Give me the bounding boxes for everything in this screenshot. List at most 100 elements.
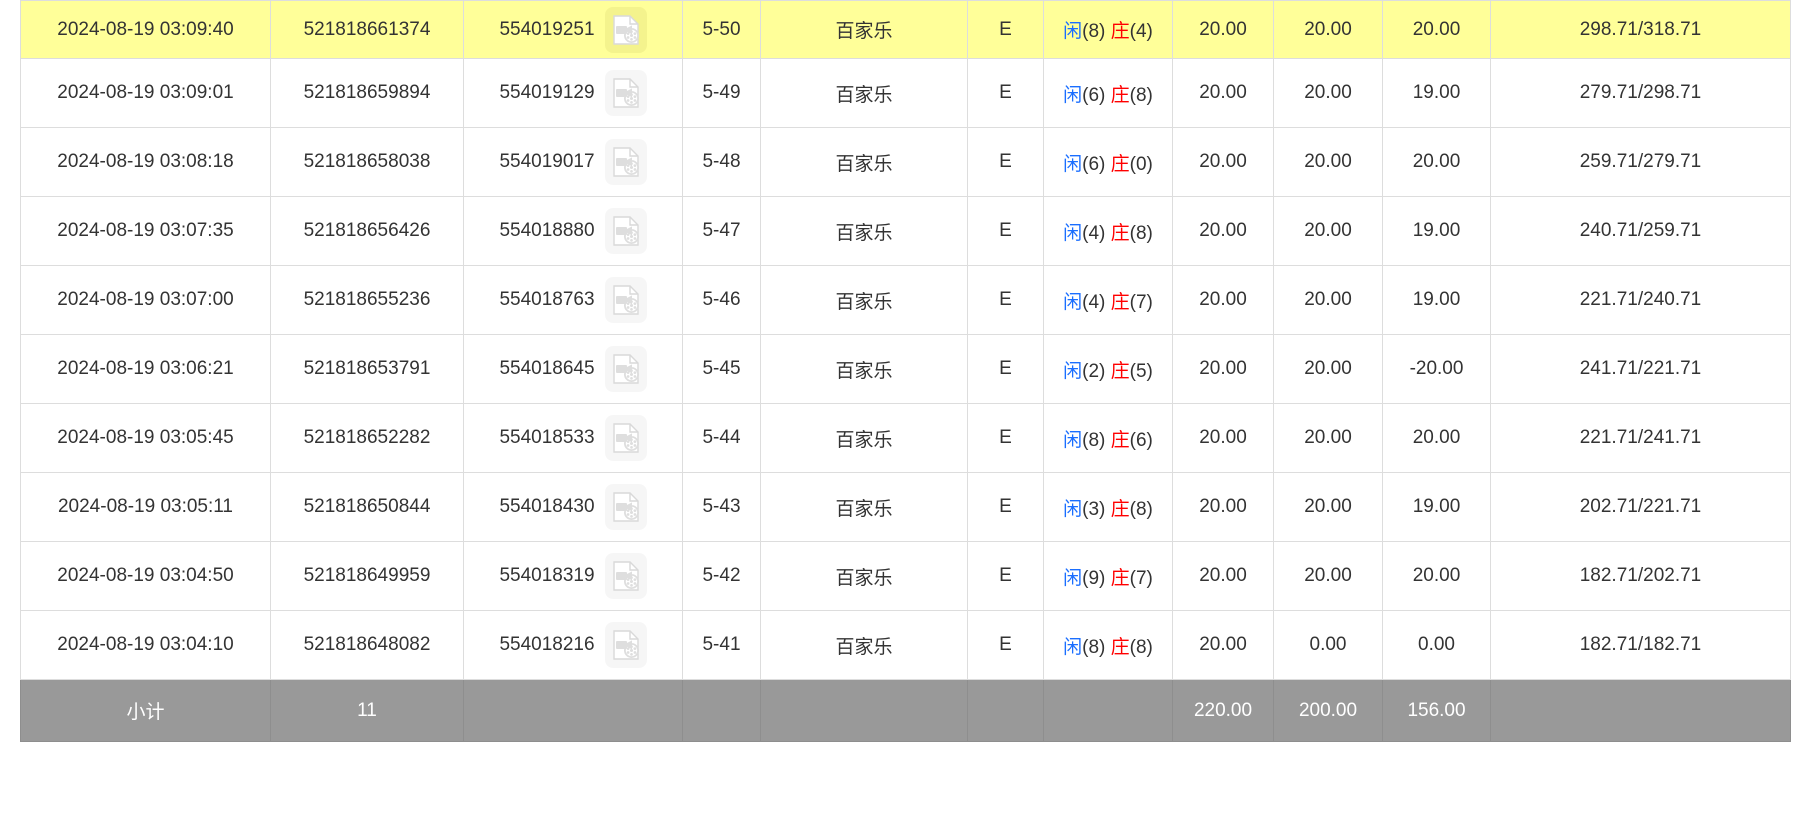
cell-bet-time: 2024-08-19 03:08:18	[20, 127, 271, 197]
records-table-container: 2024-08-19 03:09:40 521818661374 554019251…	[20, 0, 1791, 742]
cell-venue-code: E	[967, 0, 1044, 59]
cell-order-number: 521818652282	[270, 403, 464, 473]
banker-label: 庄	[1110, 153, 1130, 175]
cell-game-name: 百家乐	[760, 334, 968, 404]
cell-balance: 241.71/221.71	[1490, 334, 1791, 404]
cell-payout-amount: 20.00	[1382, 0, 1491, 59]
cell-bet-time: 2024-08-19 03:05:45	[20, 403, 271, 473]
video-replay-icon[interactable]	[605, 553, 647, 599]
player-points: (8)	[1082, 636, 1106, 658]
cell-bet-time: 2024-08-19 03:05:11	[20, 472, 271, 542]
cell-bet-time: 2024-08-19 03:09:40	[20, 0, 271, 59]
table-row[interactable]: 2024-08-19 03:06:21 521818653791 554018645…	[20, 334, 1791, 404]
banker-label: 庄	[1110, 567, 1130, 589]
video-replay-icon[interactable]	[605, 139, 647, 185]
cell-order-number: 521818658038	[270, 127, 464, 197]
subtotal-row: 小计 11 220.00 200.00 156.00	[20, 679, 1791, 742]
subtotal-count: 11	[270, 679, 464, 742]
cell-valid-bet: 20.00	[1273, 403, 1383, 473]
table-row[interactable]: 2024-08-19 03:09:01 521818659894 554019129…	[20, 58, 1791, 128]
cell-table-number: 5-48	[682, 127, 761, 197]
subtotal-result	[1043, 679, 1173, 742]
round-number-text: 554019017	[499, 151, 595, 172]
table-row[interactable]: 2024-08-19 03:04:10 521818648082 554018216…	[20, 610, 1791, 680]
cell-game-result: 闲(8) 庄(8)	[1043, 610, 1173, 680]
table-row[interactable]: 2024-08-19 03:07:00 521818655236 554018763…	[20, 265, 1791, 335]
subtotal-label: 小计	[20, 679, 271, 742]
round-number-text: 554018763	[499, 289, 595, 310]
cell-balance: 298.71/318.71	[1490, 0, 1791, 59]
banker-label: 庄	[1110, 222, 1130, 244]
video-replay-icon[interactable]	[605, 622, 647, 668]
cell-balance: 240.71/259.71	[1490, 196, 1791, 266]
table-row[interactable]: 2024-08-19 03:05:45 521818652282 554018533…	[20, 403, 1791, 473]
cell-game-name: 百家乐	[760, 196, 968, 266]
banker-label: 庄	[1110, 84, 1130, 106]
cell-game-result: 闲(4) 庄(7)	[1043, 265, 1173, 335]
round-number-text: 554018216	[499, 634, 595, 655]
table-row[interactable]: 2024-08-19 03:09:40 521818661374 554019251…	[20, 0, 1791, 59]
subtotal-bet-total: 220.00	[1172, 679, 1274, 742]
video-replay-icon[interactable]	[604, 6, 647, 53]
player-label: 闲	[1063, 21, 1083, 42]
table-row[interactable]: 2024-08-19 03:04:50 521818649959 554018319…	[20, 541, 1791, 611]
player-label: 闲	[1063, 84, 1083, 106]
banker-label: 庄	[1110, 498, 1130, 520]
cell-payout-amount: 19.00	[1382, 265, 1491, 335]
cell-valid-bet: 20.00	[1273, 127, 1383, 197]
video-replay-icon[interactable]	[605, 70, 647, 116]
banker-label: 庄	[1110, 360, 1130, 382]
cell-table-number: 5-49	[682, 58, 761, 128]
cell-round-number: 554018533	[463, 403, 683, 473]
cell-balance: 259.71/279.71	[1490, 127, 1791, 197]
cell-venue-code: E	[967, 334, 1044, 404]
cell-bet-amount: 20.00	[1172, 127, 1274, 197]
banker-points: (8)	[1129, 84, 1153, 106]
player-label: 闲	[1063, 222, 1083, 244]
cell-table-number: 5-43	[682, 472, 761, 542]
player-points: (9)	[1082, 567, 1106, 589]
player-points: (6)	[1082, 153, 1106, 175]
cell-order-number: 521818659894	[270, 58, 464, 128]
banker-label: 庄	[1110, 21, 1130, 42]
player-label: 闲	[1063, 291, 1083, 313]
video-replay-icon[interactable]	[605, 208, 647, 254]
video-replay-icon[interactable]	[605, 346, 647, 392]
video-replay-icon[interactable]	[605, 415, 647, 461]
cell-valid-bet: 20.00	[1273, 58, 1383, 128]
cell-table-number: 5-50	[682, 0, 761, 59]
video-replay-icon[interactable]	[605, 484, 647, 530]
cell-venue-code: E	[967, 196, 1044, 266]
cell-bet-time: 2024-08-19 03:04:10	[20, 610, 271, 680]
table-row[interactable]: 2024-08-19 03:05:11 521818650844 554018430…	[20, 472, 1791, 542]
player-label: 闲	[1063, 498, 1083, 520]
table-row[interactable]: 2024-08-19 03:08:18 521818658038 554019017…	[20, 127, 1791, 197]
cell-balance: 221.71/241.71	[1490, 403, 1791, 473]
player-label: 闲	[1063, 153, 1083, 175]
cell-venue-code: E	[967, 610, 1044, 680]
banker-label: 庄	[1110, 429, 1130, 451]
round-number-text: 554018430	[499, 496, 595, 517]
cell-game-name: 百家乐	[760, 541, 968, 611]
cell-table-number: 5-47	[682, 196, 761, 266]
cell-table-number: 5-42	[682, 541, 761, 611]
cell-game-name: 百家乐	[760, 403, 968, 473]
cell-payout-amount: -20.00	[1382, 334, 1491, 404]
table-row[interactable]: 2024-08-19 03:07:35 521818656426 554018880…	[20, 196, 1791, 266]
player-points: (8)	[1082, 429, 1106, 451]
player-points: (6)	[1082, 84, 1106, 106]
cell-order-number: 521818650844	[270, 472, 464, 542]
video-replay-icon[interactable]	[605, 277, 647, 323]
cell-venue-code: E	[967, 541, 1044, 611]
cell-venue-code: E	[967, 265, 1044, 335]
cell-round-number: 554019251	[463, 0, 683, 59]
banker-points: (4)	[1129, 21, 1153, 42]
player-points: (8)	[1082, 21, 1106, 42]
player-label: 闲	[1063, 360, 1083, 382]
cell-game-name: 百家乐	[760, 58, 968, 128]
cell-table-number: 5-46	[682, 265, 761, 335]
round-number-text: 554018319	[499, 565, 595, 586]
cell-bet-time: 2024-08-19 03:07:35	[20, 196, 271, 266]
cell-game-result: 闲(9) 庄(7)	[1043, 541, 1173, 611]
cell-order-number: 521818653791	[270, 334, 464, 404]
